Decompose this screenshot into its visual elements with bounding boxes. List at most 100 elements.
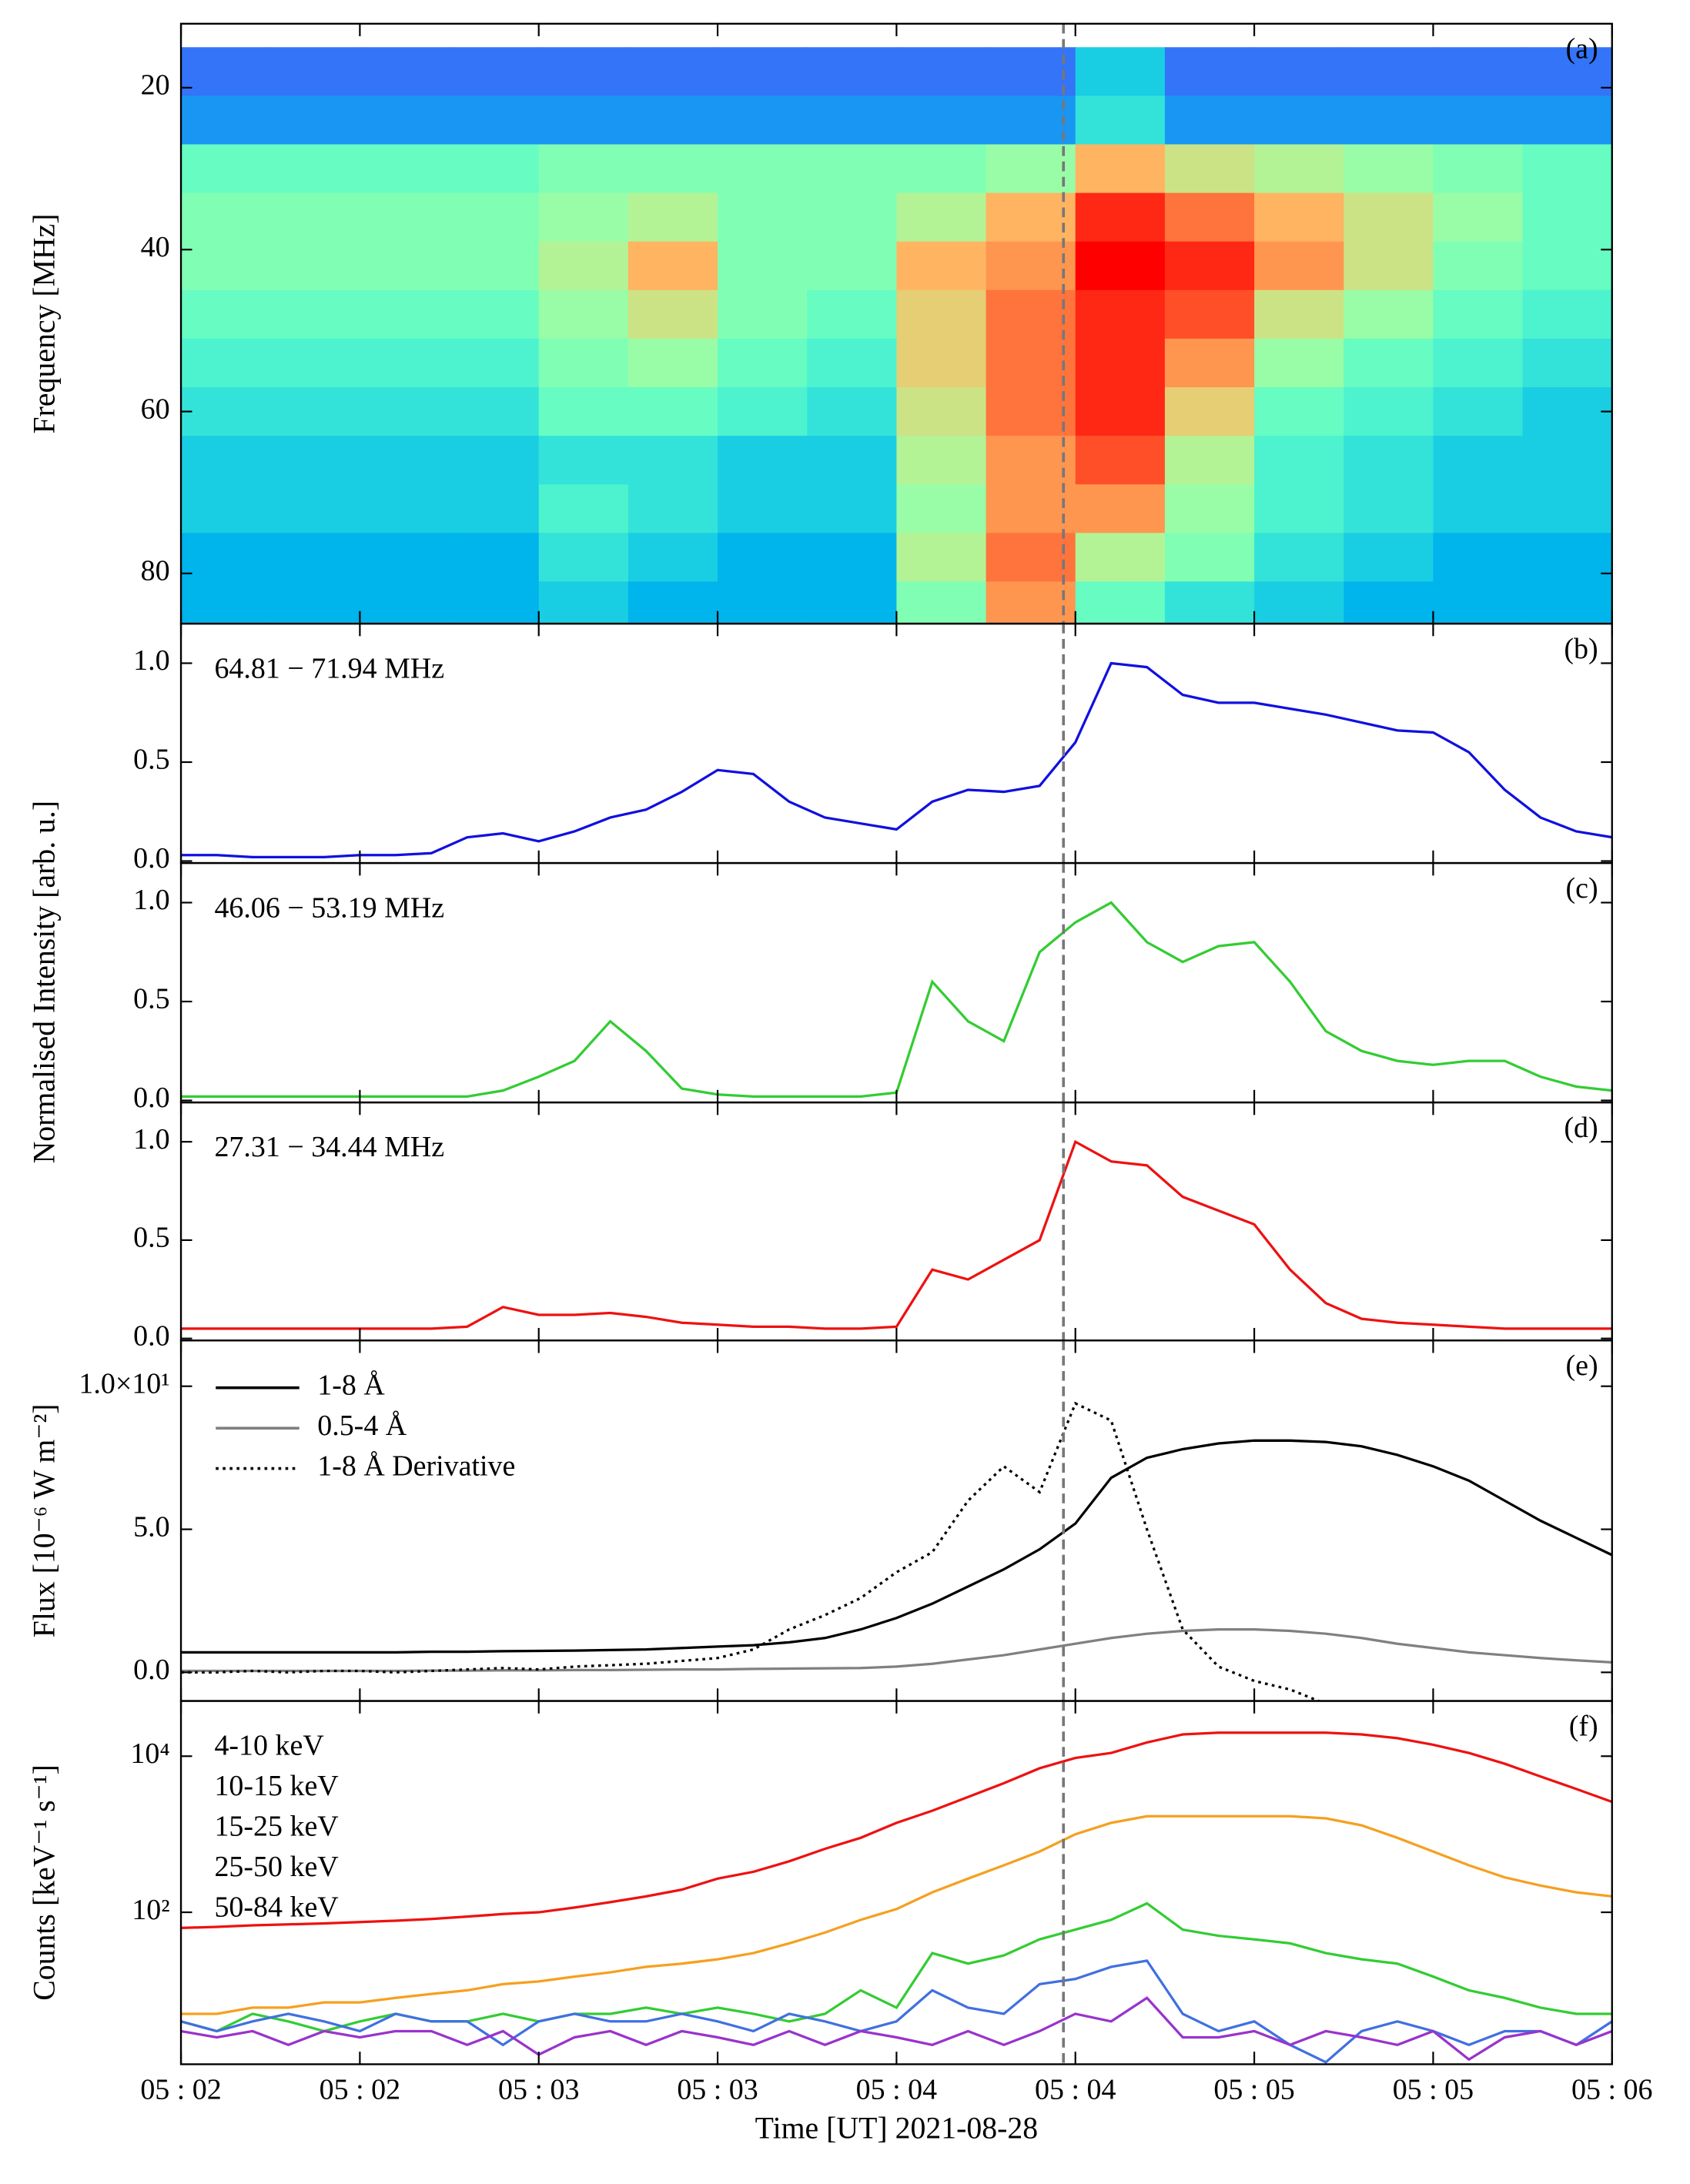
heatmap-cell bbox=[986, 436, 1076, 486]
x-tick-label: 05 : 02 bbox=[320, 2073, 400, 2105]
panel-label: (d) bbox=[1564, 1112, 1598, 1144]
heatmap-cell bbox=[807, 192, 898, 242]
data-line bbox=[181, 1814, 1612, 2015]
heatmap-cell bbox=[270, 386, 361, 437]
heatmap-cell bbox=[181, 338, 272, 388]
heatmap-cell bbox=[1254, 386, 1345, 437]
heatmap-cell bbox=[1164, 533, 1255, 583]
y-tick-label: 0.5 bbox=[133, 744, 169, 776]
heatmap-cell bbox=[181, 533, 272, 583]
heatmap-cell bbox=[270, 192, 361, 242]
y-tick-label: 1.0×10¹ bbox=[79, 1367, 169, 1400]
data-line bbox=[181, 1627, 1612, 1673]
heatmap-cell bbox=[1344, 289, 1434, 339]
y-tick-label: 20 bbox=[141, 69, 170, 102]
y-axis-label: Flux [10⁻⁶ W m⁻²] bbox=[28, 1403, 62, 1637]
heatmap-cell bbox=[1075, 47, 1166, 97]
y-tick-label: 0.0 bbox=[133, 1654, 169, 1686]
heatmap-cell bbox=[627, 95, 718, 145]
heatmap-cell bbox=[1344, 581, 1434, 623]
heatmap-cell bbox=[718, 533, 808, 583]
y-axis-label: Frequency [MHz] bbox=[28, 213, 62, 433]
heatmap-cell bbox=[718, 144, 808, 194]
heatmap-cell bbox=[360, 533, 450, 583]
y-tick-label: 0.5 bbox=[133, 1222, 169, 1254]
heatmap-cell bbox=[449, 241, 540, 291]
heatmap-cell bbox=[1254, 289, 1345, 339]
heatmap-cell bbox=[1254, 241, 1345, 291]
heatmap-cell bbox=[807, 95, 898, 145]
heatmap-cell bbox=[181, 144, 272, 194]
heatmap-cell bbox=[360, 338, 450, 388]
heatmap-cell bbox=[1522, 144, 1612, 194]
heatmap-cell bbox=[1254, 144, 1345, 194]
heatmap-cell bbox=[538, 484, 629, 534]
x-axis-label: Time [UT] 2021-08-28 bbox=[755, 2111, 1038, 2145]
heatmap-cell bbox=[1344, 533, 1434, 583]
data-line bbox=[181, 1401, 1323, 1701]
heatmap-cell bbox=[1254, 581, 1345, 623]
heatmap-cell bbox=[449, 95, 540, 145]
heatmap-cell bbox=[627, 47, 718, 97]
heatmap-cell bbox=[1254, 192, 1345, 242]
heatmap-cell bbox=[986, 192, 1076, 242]
heatmap-cell bbox=[718, 386, 808, 437]
heatmap-cell bbox=[896, 581, 987, 623]
heatmap-cell bbox=[1522, 386, 1612, 437]
heatmap-cell bbox=[538, 386, 629, 437]
heatmap-cell bbox=[1522, 484, 1612, 534]
heatmap-cell bbox=[360, 144, 450, 194]
heatmap-cell bbox=[986, 144, 1076, 194]
plot-area bbox=[181, 47, 1612, 623]
heatmap-cell bbox=[270, 289, 361, 339]
heatmap-cell bbox=[270, 338, 361, 388]
x-tick-label: 05 : 02 bbox=[140, 2073, 221, 2105]
heatmap-cell bbox=[1433, 192, 1524, 242]
heatmap-cell bbox=[718, 47, 808, 97]
heatmap-cell bbox=[1164, 386, 1255, 437]
heatmap-cell bbox=[1522, 95, 1612, 145]
heatmap-cell bbox=[360, 386, 450, 437]
heatmap-cell bbox=[538, 241, 629, 291]
legend-label: 25-50 keV bbox=[214, 1851, 338, 1883]
legend-label: 1-8 Å bbox=[317, 1369, 385, 1401]
heatmap-cell bbox=[627, 192, 718, 242]
heatmap-cell bbox=[360, 47, 450, 97]
heatmap-cell bbox=[181, 95, 272, 145]
heatmap-cell bbox=[718, 436, 808, 486]
panel-label: (a) bbox=[1566, 33, 1598, 65]
heatmap-cell bbox=[1522, 289, 1612, 339]
heatmap-cell bbox=[181, 581, 272, 623]
y-tick-label: 1.0 bbox=[133, 884, 169, 916]
heatmap-cell bbox=[627, 533, 718, 583]
heatmap-cell bbox=[270, 47, 361, 97]
heatmap-cell bbox=[270, 436, 361, 486]
heatmap-cell bbox=[1254, 338, 1345, 388]
heatmap-cell bbox=[181, 289, 272, 339]
heatmap-cell bbox=[1344, 241, 1434, 291]
y-tick-label: 0.5 bbox=[133, 983, 169, 1015]
heatmap-cell bbox=[718, 192, 808, 242]
heatmap-cell bbox=[807, 241, 898, 291]
heatmap-cell bbox=[896, 436, 987, 486]
y-tick-label: 60 bbox=[141, 393, 170, 425]
heatmap-cell bbox=[1164, 581, 1255, 623]
heatmap-cell bbox=[896, 192, 987, 242]
y-tick-label: 1.0 bbox=[133, 1123, 169, 1156]
heatmap-cell bbox=[181, 241, 272, 291]
heatmap-cell bbox=[986, 47, 1076, 97]
y-tick-label: 5.0 bbox=[133, 1510, 169, 1543]
heatmap-cell bbox=[538, 533, 629, 583]
heatmap-cell bbox=[718, 581, 808, 623]
heatmap-cell bbox=[449, 533, 540, 583]
heatmap-cell bbox=[1075, 436, 1166, 486]
heatmap-cell bbox=[1254, 533, 1345, 583]
axes-frame bbox=[179, 1339, 1613, 1702]
heatmap-cell bbox=[181, 484, 272, 534]
heatmap-cell bbox=[538, 338, 629, 388]
panel-label: (e) bbox=[1566, 1350, 1598, 1382]
heatmap-cell bbox=[807, 436, 898, 486]
y-tick-label: 80 bbox=[141, 555, 170, 587]
heatmap-cell bbox=[718, 338, 808, 388]
legend-label: 10-15 keV bbox=[214, 1770, 338, 1802]
